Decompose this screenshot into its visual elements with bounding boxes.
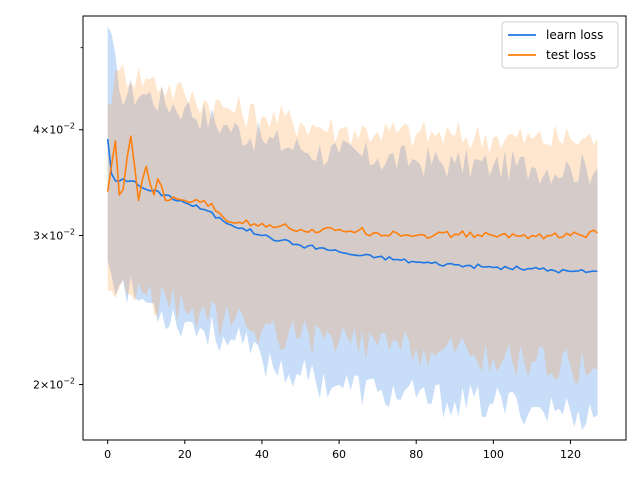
x-tick-label: 120 [560, 448, 581, 461]
band-test-loss [107, 63, 598, 384]
axes-frame [82, 15, 627, 441]
x-tick-label: 0 [104, 448, 111, 461]
x-tick-label: 40 [255, 448, 269, 461]
y-tick-label: 2×10−2 [33, 377, 75, 392]
legend: learn loss test loss [501, 21, 619, 69]
x-tick-label: 60 [332, 448, 346, 461]
x-tick-label: 100 [483, 448, 504, 461]
bands-layer [107, 26, 598, 431]
y-axis: 2×10−2 3×10−2 4×10−2 [33, 47, 83, 392]
band-learn-loss [107, 26, 598, 431]
y-tick-label: 4×10−2 [33, 122, 75, 137]
lines-layer [106, 135, 598, 274]
x-tick-label: 80 [409, 448, 423, 461]
legend-label: learn loss [546, 28, 603, 42]
x-axis: 0 20 40 60 80 100 120 [104, 440, 581, 461]
line-learn-loss [106, 138, 598, 274]
y-tick-label: 3×10−2 [33, 227, 75, 242]
x-tick-label: 20 [178, 448, 192, 461]
legend-label: test loss [546, 48, 596, 62]
legend-box [501, 21, 619, 69]
line-test-loss [106, 135, 598, 240]
